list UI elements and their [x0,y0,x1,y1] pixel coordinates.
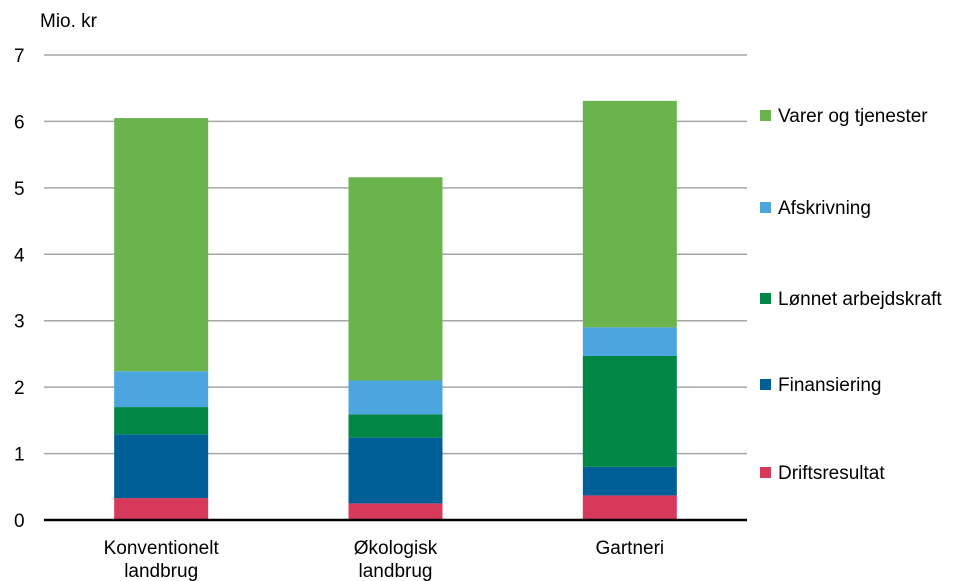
bar-segment [348,177,443,381]
category-label: Konventionelt [104,538,220,559]
bar-segment [348,380,443,415]
legend-swatch [760,202,771,213]
bar-segment [582,495,677,520]
bar-segment [114,434,209,499]
category-label: Økologisk [354,538,438,559]
y-tick-label: 2 [14,378,25,399]
bar-segment [114,371,209,408]
bar-segment [114,118,209,372]
bar-segment [348,503,443,520]
category-label: Gartneri [596,538,665,559]
y-tick-label: 7 [14,46,25,67]
bar-segment [348,437,443,504]
category-label: landbrug [124,561,198,581]
y-tick-label: 6 [14,112,25,133]
legend-label: Lønnet arbejdskraft [778,289,942,310]
y-tick-label: 1 [14,445,25,466]
bar-segment [114,407,209,435]
bar-segment [582,466,677,496]
category-label: landbrug [359,561,433,581]
bar-segment [582,327,677,356]
y-tick-label: 0 [14,511,25,532]
legend: Varer og tjenester Afskrivning Lønnet arbe… [760,106,942,484]
bar-segment [114,498,209,520]
legend-swatch [760,110,771,121]
legend-swatch [760,293,771,304]
bar-segment [582,100,677,328]
legend-swatch [760,467,771,478]
y-axis-unit-label: Mio. kr [40,11,98,32]
bars [114,100,677,520]
legend-label: Varer og tjenester [778,106,928,127]
y-tick-label: 4 [14,245,25,266]
legend-label: Afskrivning [778,198,871,219]
legend-label: Finansiering [778,375,882,396]
legend-label: Driftsresultat [778,463,885,484]
legend-swatch [760,379,771,390]
bar-segment [582,355,677,467]
y-tick-label: 5 [14,179,25,200]
y-tick-labels: 0 1 2 3 4 5 6 7 [14,46,25,532]
y-tick-label: 3 [14,312,25,333]
category-labels: KonventioneltlandbrugØkologisklandbrugGa… [104,538,665,581]
bar-segment [348,414,443,438]
